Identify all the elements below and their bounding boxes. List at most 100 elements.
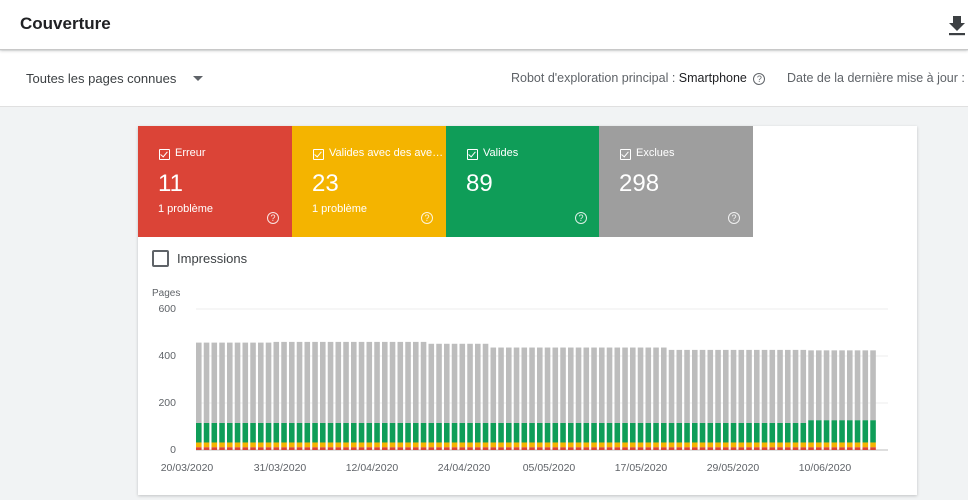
- bar-segment-warning[interactable]: [606, 442, 613, 448]
- bar-segment-valid[interactable]: [692, 422, 698, 443]
- bar-segment-excluded[interactable]: [281, 341, 287, 423]
- bar-segment-error[interactable]: [490, 447, 497, 450]
- help-icon[interactable]: ?: [421, 212, 433, 224]
- bar-segment-valid[interactable]: [490, 422, 497, 443]
- bar-segment-valid[interactable]: [769, 422, 776, 443]
- bar-segment-excluded[interactable]: [645, 347, 652, 423]
- bar-segment-warning[interactable]: [699, 442, 706, 448]
- bar-segment-error[interactable]: [661, 447, 667, 450]
- bar-segment-error[interactable]: [413, 447, 419, 450]
- bar-segment-excluded[interactable]: [196, 342, 202, 423]
- bar-segment-excluded[interactable]: [405, 341, 411, 423]
- bar-segment-warning[interactable]: [583, 442, 590, 448]
- bar-segment-valid[interactable]: [699, 422, 706, 443]
- bar-segment-valid[interactable]: [405, 422, 411, 443]
- bar-segment-excluded[interactable]: [490, 347, 497, 423]
- bar-segment-valid[interactable]: [606, 422, 613, 443]
- bar-segment-warning[interactable]: [250, 442, 256, 448]
- bar-segment-warning[interactable]: [630, 442, 636, 448]
- bar-segment-error[interactable]: [692, 447, 698, 450]
- bar-segment-valid[interactable]: [444, 422, 450, 443]
- bar-segment-valid[interactable]: [289, 422, 295, 443]
- bar-segment-error[interactable]: [467, 447, 473, 450]
- bar-segment-valid[interactable]: [203, 422, 210, 443]
- bar-segment-error[interactable]: [599, 447, 605, 450]
- bar-segment-valid[interactable]: [591, 422, 597, 443]
- bar-segment-excluded[interactable]: [800, 349, 807, 423]
- bar-segment-warning[interactable]: [358, 442, 365, 448]
- bar-segment-error[interactable]: [839, 447, 845, 450]
- bar-segment-warning[interactable]: [738, 442, 745, 448]
- bar-segment-valid[interactable]: [327, 422, 334, 443]
- bar-segment-warning[interactable]: [327, 442, 334, 448]
- bar-segment-warning[interactable]: [506, 442, 512, 448]
- bar-segment-error[interactable]: [746, 447, 752, 450]
- bar-segment-warning[interactable]: [389, 442, 396, 448]
- bar-segment-warning[interactable]: [258, 442, 264, 448]
- bar-segment-excluded[interactable]: [420, 341, 427, 423]
- bar-segment-valid[interactable]: [420, 422, 427, 443]
- bar-segment-valid[interactable]: [808, 420, 814, 443]
- bar-segment-excluded[interactable]: [475, 343, 481, 423]
- bar-segment-error[interactable]: [800, 447, 807, 450]
- bar-segment-excluded[interactable]: [730, 349, 737, 423]
- bar-segment-warning[interactable]: [653, 442, 659, 448]
- bar-segment-valid[interactable]: [645, 422, 652, 443]
- bar-segment-valid[interactable]: [800, 422, 807, 443]
- bar-segment-warning[interactable]: [498, 442, 504, 448]
- bar-segment-error[interactable]: [684, 447, 690, 450]
- help-icon[interactable]: ?: [575, 212, 587, 224]
- bar-segment-warning[interactable]: [591, 442, 597, 448]
- bar-segment-warning[interactable]: [645, 442, 652, 448]
- bar-segment-valid[interactable]: [374, 422, 380, 443]
- bar-segment-warning[interactable]: [614, 442, 621, 448]
- bar-segment-excluded[interactable]: [250, 342, 256, 423]
- bar-segment-error[interactable]: [854, 447, 861, 450]
- tile-error[interactable]: Erreur 11 1 problème ?: [138, 126, 292, 237]
- bar-segment-valid[interactable]: [513, 422, 520, 443]
- bar-segment-warning[interactable]: [444, 442, 450, 448]
- bar-segment-error[interactable]: [506, 447, 512, 450]
- bar-segment-warning[interactable]: [552, 442, 559, 448]
- bar-segment-excluded[interactable]: [529, 347, 535, 423]
- bar-segment-excluded[interactable]: [560, 347, 566, 423]
- bar-segment-excluded[interactable]: [296, 341, 303, 423]
- bar-segment-excluded[interactable]: [808, 350, 814, 421]
- bar-segment-excluded[interactable]: [614, 347, 621, 423]
- bar-segment-valid[interactable]: [738, 422, 745, 443]
- bar-segment-error[interactable]: [196, 447, 202, 450]
- bar-segment-excluded[interactable]: [684, 349, 690, 423]
- bar-segment-valid[interactable]: [459, 422, 466, 443]
- download-icon[interactable]: [946, 12, 968, 38]
- bar-segment-excluded[interactable]: [467, 343, 473, 423]
- bar-segment-valid[interactable]: [715, 422, 721, 443]
- bar-segment-error[interactable]: [777, 447, 783, 450]
- bar-segment-warning[interactable]: [304, 442, 311, 448]
- bar-segment-excluded[interactable]: [413, 341, 419, 423]
- bar-segment-warning[interactable]: [273, 442, 280, 448]
- bar-segment-valid[interactable]: [227, 422, 233, 443]
- bar-segment-warning[interactable]: [529, 442, 535, 448]
- bar-segment-warning[interactable]: [428, 442, 435, 448]
- bar-segment-error[interactable]: [529, 447, 535, 450]
- bar-segment-valid[interactable]: [614, 422, 621, 443]
- bar-segment-valid[interactable]: [568, 422, 574, 443]
- bar-segment-error[interactable]: [653, 447, 659, 450]
- bar-segment-error[interactable]: [320, 447, 326, 450]
- bar-segment-warning[interactable]: [661, 442, 667, 448]
- bar-segment-valid[interactable]: [304, 422, 311, 443]
- bar-segment-warning[interactable]: [366, 442, 373, 448]
- bar-segment-excluded[interactable]: [792, 349, 799, 423]
- bar-segment-excluded[interactable]: [436, 343, 442, 423]
- bar-segment-valid[interactable]: [823, 420, 830, 443]
- bar-segment-warning[interactable]: [622, 442, 628, 448]
- bar-segment-excluded[interactable]: [358, 341, 365, 423]
- bar-segment-warning[interactable]: [219, 442, 225, 448]
- bar-segment-warning[interactable]: [490, 442, 497, 448]
- bar-segment-error[interactable]: [668, 447, 675, 450]
- bar-segment-error[interactable]: [606, 447, 613, 450]
- bar-segment-warning[interactable]: [335, 442, 342, 448]
- bar-segment-excluded[interactable]: [242, 342, 249, 423]
- bar-segment-valid[interactable]: [707, 422, 714, 443]
- bar-segment-warning[interactable]: [816, 442, 822, 448]
